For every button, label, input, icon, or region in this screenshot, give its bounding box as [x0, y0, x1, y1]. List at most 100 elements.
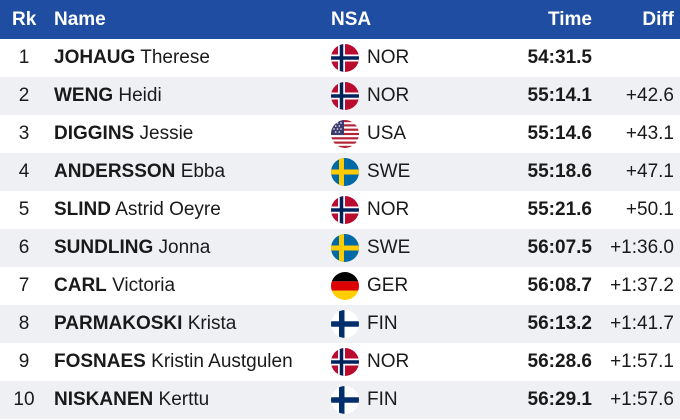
- athlete-first-name: Therese: [140, 47, 210, 68]
- time-cell: 56:07.5: [527, 237, 592, 258]
- athlete-first-name: Krista: [187, 313, 237, 334]
- name-column-header[interactable]: Name: [54, 8, 106, 30]
- nsa-column-header[interactable]: NSA: [331, 8, 372, 30]
- athlete-name-cell[interactable]: PARMAKOSKI Krista: [54, 313, 236, 335]
- athlete-name-cell[interactable]: SLIND Astrid Oeyre: [54, 199, 221, 221]
- table-body: 1 JOHAUG Therese NOR 54:31.5 2 WENG Heidi NOR 5…: [0, 39, 680, 419]
- diff-cell: +1:57.6: [610, 389, 674, 410]
- nsa-cell: NOR: [331, 82, 409, 110]
- rank-cell: 3: [18, 123, 30, 144]
- nsa-cell: SWE: [331, 158, 410, 186]
- diff-cell: +47.1: [625, 161, 674, 182]
- athlete-first-name: Ebba: [180, 161, 226, 182]
- table-row[interactable]: 6 SUNDLING Jonna SWE 56:07.5 +1:36.0: [0, 229, 680, 267]
- norway-flag-icon: [331, 348, 359, 376]
- table-row[interactable]: 1 JOHAUG Therese NOR 54:31.5: [0, 39, 680, 77]
- nsa-code: GER: [367, 275, 409, 296]
- sweden-flag-icon: [331, 234, 359, 262]
- nsa-cell: NOR: [331, 44, 409, 72]
- athlete-first-name: Heidi: [118, 85, 162, 106]
- time-cell: 55:21.6: [527, 199, 592, 220]
- athlete-last-name: JOHAUG: [54, 47, 136, 68]
- athlete-name-cell[interactable]: SUNDLING Jonna: [54, 237, 210, 259]
- nsa-cell: USA: [331, 120, 406, 148]
- diff-cell: +43.1: [625, 123, 674, 144]
- rank-cell: 5: [18, 199, 30, 220]
- athlete-name-cell[interactable]: FOSNAES Kristin Austgulen: [54, 351, 293, 373]
- time-cell: 55:14.6: [527, 123, 592, 144]
- time-cell: 55:14.1: [527, 85, 592, 106]
- athlete-last-name: ANDERSSON: [54, 161, 176, 182]
- table-row[interactable]: 2 WENG Heidi NOR 55:14.1 +42.6: [0, 77, 680, 115]
- nsa-code: NOR: [367, 199, 410, 220]
- athlete-first-name: Victoria: [112, 275, 176, 296]
- diff-cell: +1:41.7: [610, 313, 674, 334]
- nsa-code: NOR: [367, 351, 410, 372]
- athlete-name-cell[interactable]: ANDERSSON Ebba: [54, 161, 225, 183]
- usa-flag-icon: [331, 120, 359, 148]
- athlete-name-cell[interactable]: NISKANEN Kerttu: [54, 389, 209, 411]
- athlete-name-cell[interactable]: DIGGINS Jessie: [54, 123, 193, 145]
- table-row[interactable]: 9 FOSNAES Kristin Austgulen NOR 56:28.6 +1:5…: [0, 343, 680, 381]
- athlete-first-name: Kerttu: [158, 389, 210, 410]
- athlete-first-name: Jessie: [139, 123, 194, 144]
- athlete-name-cell[interactable]: CARL Victoria: [54, 275, 175, 297]
- rank-cell: 7: [18, 275, 30, 296]
- athlete-first-name: Astrid Oeyre: [115, 199, 221, 220]
- athlete-last-name: WENG: [54, 85, 114, 106]
- nsa-cell: FIN: [331, 310, 398, 338]
- time-cell: 56:08.7: [527, 275, 592, 296]
- time-cell: 54:31.5: [527, 47, 592, 68]
- nsa-cell: NOR: [331, 196, 409, 224]
- table-row[interactable]: 5 SLIND Astrid Oeyre NOR 55:21.6 +50.1: [0, 191, 680, 229]
- athlete-first-name: Kristin Austgulen: [151, 351, 293, 372]
- nsa-code: SWE: [367, 237, 411, 258]
- athlete-last-name: NISKANEN: [54, 389, 154, 410]
- athlete-first-name: Jonna: [158, 237, 211, 258]
- nsa-code: SWE: [367, 161, 411, 182]
- nsa-cell: FIN: [331, 386, 398, 414]
- nsa-cell: SWE: [331, 234, 410, 262]
- athlete-last-name: SLIND: [54, 199, 111, 220]
- athlete-last-name: PARMAKOSKI: [54, 313, 183, 334]
- time-cell: 56:29.1: [527, 389, 592, 410]
- nsa-code: NOR: [367, 47, 410, 68]
- norway-flag-icon: [331, 44, 359, 72]
- athlete-last-name: FOSNAES: [54, 351, 146, 372]
- table-row[interactable]: 10 NISKANEN Kerttu FIN 56:29.1 +1:57.6: [0, 381, 680, 419]
- diff-cell: +42.6: [625, 85, 674, 106]
- rank-cell: 9: [18, 351, 30, 372]
- time-cell: 56:13.2: [527, 313, 592, 334]
- table-row[interactable]: 3 DIGGINS Jessie USA 55:14.6 +43.1: [0, 115, 680, 153]
- rank-cell: 8: [18, 313, 30, 334]
- norway-flag-icon: [331, 196, 359, 224]
- sweden-flag-icon: [331, 158, 359, 186]
- time-column-header[interactable]: Time: [547, 8, 592, 30]
- time-cell: 55:18.6: [527, 161, 592, 182]
- table-header: Rk Name NSA Time Diff: [0, 0, 680, 39]
- table-row[interactable]: 7 CARL Victoria GER 56:08.7 +1:37.2: [0, 267, 680, 305]
- rank-cell: 2: [18, 85, 30, 106]
- nsa-cell: GER: [331, 272, 408, 300]
- diff-cell: +50.1: [625, 199, 674, 220]
- nsa-code: FIN: [367, 313, 398, 334]
- norway-flag-icon: [331, 82, 359, 110]
- table-row[interactable]: 4 ANDERSSON Ebba SWE 55:18.6 +47.1: [0, 153, 680, 191]
- nsa-code: USA: [367, 123, 407, 144]
- diff-cell: +1:57.1: [610, 351, 674, 372]
- athlete-last-name: SUNDLING: [54, 237, 154, 258]
- table-row[interactable]: 8 PARMAKOSKI Krista FIN 56:13.2 +1:41.7: [0, 305, 680, 343]
- athlete-last-name: DIGGINS: [54, 123, 135, 144]
- diff-column-header[interactable]: Diff: [642, 8, 674, 30]
- athlete-last-name: CARL: [54, 275, 107, 296]
- nsa-code: NOR: [367, 85, 410, 106]
- rank-cell: 6: [18, 237, 30, 258]
- nsa-cell: NOR: [331, 348, 409, 376]
- athlete-name-cell[interactable]: JOHAUG Therese: [54, 47, 210, 69]
- athlete-name-cell[interactable]: WENG Heidi: [54, 85, 162, 107]
- rank-cell: 1: [18, 47, 30, 68]
- rank-column-header[interactable]: Rk: [12, 8, 37, 30]
- diff-cell: +1:36.0: [610, 237, 674, 258]
- germany-flag-icon: [331, 272, 359, 300]
